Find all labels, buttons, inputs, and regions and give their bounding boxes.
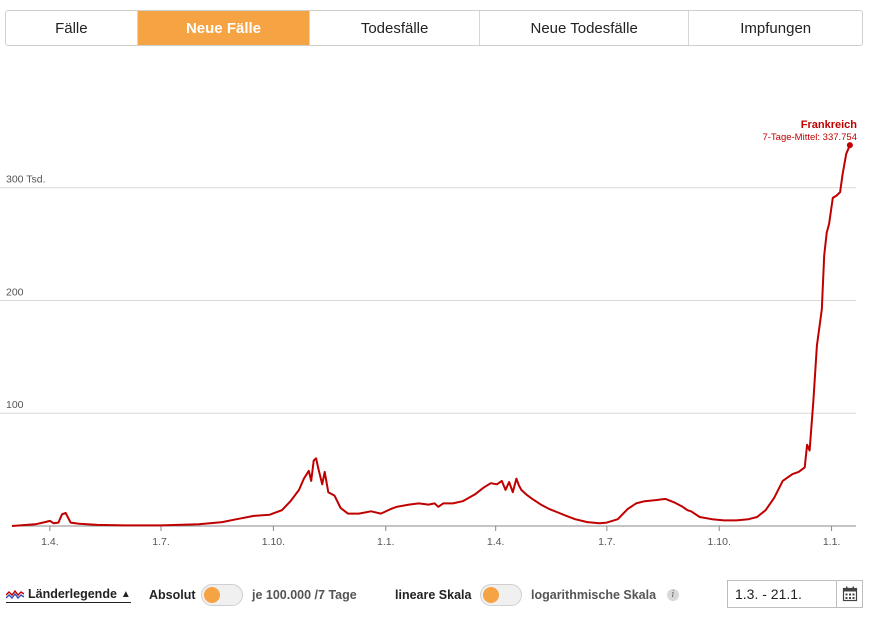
series-layer <box>11 142 853 527</box>
series-value-label: 7-Tage-Mittel: 337.754 <box>762 132 857 143</box>
legend-lines-icon <box>6 589 24 599</box>
x-tick-label: 1.7. <box>598 536 616 548</box>
country-legend-toggle[interactable]: Länderlegende ▲ <box>6 587 131 603</box>
x-tick-label: 1.4. <box>41 536 59 548</box>
tab-todesfaelle[interactable]: Todesfälle <box>310 11 480 45</box>
chart-grid: 100 200 300 Tsd. <box>0 174 856 414</box>
y-tick-label: 200 <box>6 286 24 298</box>
tab-faelle[interactable]: Fälle <box>6 11 138 45</box>
metric-tabs: Fälle Neue Fälle Todesfälle Neue Todesfä… <box>5 10 863 46</box>
x-tick-label: 1.1. <box>377 536 395 548</box>
series-line-frankreich[interactable] <box>11 144 851 527</box>
x-tick-label: 1.10. <box>262 536 285 548</box>
x-axis: 1.4. 1.7. 1.10. 1.1. 1.4. 1.7. 1.10. 1.1. <box>12 525 856 548</box>
tab-impfungen[interactable]: Impfungen <box>689 11 862 45</box>
calendar-icon[interactable] <box>836 581 862 607</box>
absolute-label: Absolut <box>149 588 196 602</box>
series-name-label: Frankreich <box>801 119 858 131</box>
tab-neue-todesfaelle[interactable]: Neue Todesfälle <box>479 11 690 45</box>
legend-arrow-icon: ▲ <box>120 588 131 600</box>
absolute-per100k-switch[interactable] <box>201 584 243 606</box>
log-scale-label: logarithmische Skala <box>531 588 657 602</box>
y-tick-label: 100 <box>6 399 24 411</box>
x-tick-label: 1.4. <box>487 536 505 548</box>
cases-line-chart: 100 200 300 Tsd. 1.4. 1.7. 1.10. 1.1. 1.4. 1.7.… <box>0 119 857 548</box>
switch-knob <box>204 587 220 603</box>
linear-scale-label: lineare Skala <box>395 588 472 602</box>
y-tick-label: 300 Tsd. <box>6 174 46 186</box>
x-tick-label: 1.1. <box>823 536 841 548</box>
switch-knob <box>483 587 499 603</box>
legend-toggle-label: Länderlegende <box>28 587 117 601</box>
tab-neue-faelle[interactable]: Neue Fälle <box>137 11 311 45</box>
date-range-value: 1.3. - 21.1. <box>735 586 802 602</box>
x-tick-label: 1.7. <box>152 536 170 548</box>
date-range-picker[interactable]: 1.3. - 21.1. <box>727 580 863 608</box>
info-icon[interactable]: i <box>667 589 679 601</box>
scale-switch[interactable] <box>480 584 522 606</box>
series-end-point[interactable] <box>846 142 853 149</box>
chart-controls: Länderlegende ▲ Absolut je 100.000 /7 Ta… <box>0 578 872 612</box>
per100k-label: je 100.000 /7 Tage <box>252 588 357 602</box>
x-tick-label: 1.10. <box>708 536 731 548</box>
